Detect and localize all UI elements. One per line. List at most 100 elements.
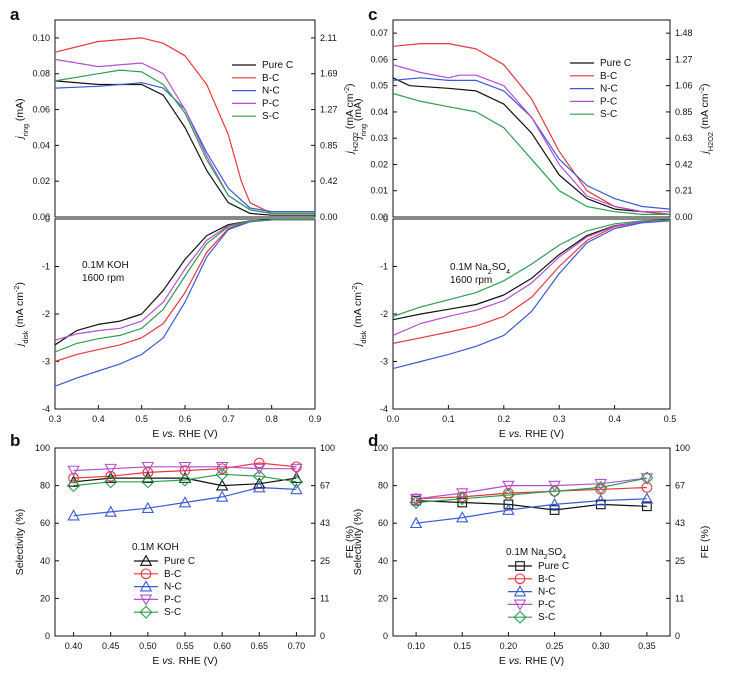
right-ytick-label-a_top: 2.11 (320, 33, 337, 43)
series-line-pure-c (393, 219, 670, 321)
xtick-label-b: 0.65 (251, 641, 269, 651)
data-point-b-c (595, 484, 607, 495)
data-point-pure-c (141, 471, 155, 483)
condition-annotation: 0.1M Na2SO4 (450, 262, 510, 276)
ytick-label-a_bottom: -1 (42, 262, 50, 272)
x-axis-label-d: E vs. RHE (V) (499, 655, 564, 667)
legend-entry: P-C (262, 98, 279, 109)
right-ytick-label-a_top: 0.42 (320, 176, 338, 186)
right-ytick-label-d: 25 (675, 556, 685, 566)
right-ytick-label-a_top: 0.00 (320, 212, 338, 222)
data-point-b-c (179, 465, 191, 476)
ytick-label-a_top: 0.00 (32, 212, 50, 222)
xtick-label-b: 0.40 (65, 641, 83, 651)
data-point-b-c (68, 472, 79, 484)
plot-frame-b (54, 447, 316, 637)
chart-d: 0 20 40 60 80 100 0 11 25 43 67 100 0.10 0.15 0.20 0.25… (352, 443, 711, 667)
panel-label-c: c (368, 5, 377, 24)
data-point-p-c (141, 461, 155, 474)
chart-c_top: 0.00 0.01 0.02 0.03 0.04 0.05 0.06 0.07 0.00 0.21… (352, 19, 715, 222)
ytick-label-c_bottom: 0 (383, 214, 388, 224)
right-ytick-label-c_top: 0.21 (675, 186, 693, 196)
plots-layer: 0.000.020.040.060.080.100.000.420.851.27… (12, 19, 715, 667)
series-line-pure-c (416, 500, 647, 511)
data-point-pure-c (290, 471, 303, 483)
ytick-label-d: 60 (378, 518, 388, 528)
xtick-label-b: 0.45 (102, 641, 120, 651)
ytick-label-c_bottom: -1 (380, 262, 388, 272)
xtick-label-b: 0.60 (213, 641, 231, 651)
ytick-label-a_top: 0.04 (32, 140, 50, 150)
ytick-label-d: 80 (378, 481, 388, 491)
legend-marker-n-c (139, 580, 153, 592)
ytick-label-c_top: 0.01 (370, 186, 388, 196)
data-point-n-c (67, 509, 80, 521)
data-point-s-c (252, 469, 266, 483)
xtick-label-c_bottom: 0.2 (498, 414, 511, 424)
data-point-pure-c (642, 501, 652, 512)
ytick-label-a_bottom: -4 (42, 404, 50, 414)
legend-marker-p-c (139, 594, 153, 606)
xtick-label-a_bottom: 0.7 (222, 414, 235, 424)
series-line-b-c (393, 219, 670, 344)
right-axis-label-d: FE (%) (699, 526, 711, 559)
data-point-p-c (290, 463, 303, 476)
xtick-label-a_bottom: 0.6 (179, 414, 192, 424)
legend-entry: Pure C (262, 60, 293, 71)
series-line-n-c (416, 498, 647, 524)
y-axis-label-c_top: jring (mA) (352, 98, 368, 140)
series-line-s-c (73, 473, 297, 487)
series-line-n-c (393, 220, 670, 370)
ytick-label-c_bottom: -4 (380, 404, 388, 414)
data-point-pure-c (549, 505, 560, 515)
plot-frame-c_bottom (392, 218, 671, 410)
xtick-label-a_bottom: 0.3 (49, 414, 62, 424)
series-group-c_top (393, 43, 670, 215)
ytick-label-c_top: 0.00 (370, 212, 388, 222)
xtick-label-c_bottom: 0.3 (553, 414, 566, 424)
data-point-n-c (178, 496, 192, 508)
right-ytick-label-d: 43 (675, 518, 685, 528)
data-point-p-c (215, 461, 229, 474)
plot-frame-d (392, 447, 671, 637)
data-point-n-c (409, 516, 423, 529)
xtick-label-c_bottom: 0.4 (608, 414, 621, 424)
series-line-b-c (393, 43, 670, 215)
xtick-label-d: 0.25 (546, 641, 564, 651)
series-group-d (416, 477, 648, 524)
legend-marker-s-c (513, 610, 527, 624)
y-axis-label-a_top: jring (mA) (14, 98, 30, 140)
legend-entry: S-C (600, 109, 617, 120)
ytick-label-d: 100 (373, 443, 388, 453)
series-group-a_top (55, 37, 315, 216)
xtick-label-d: 0.10 (407, 641, 425, 651)
series-line-n-c (55, 219, 315, 387)
data-point-pure-c (67, 475, 80, 487)
series-line-s-c (416, 477, 648, 504)
y-axis-label-a_bottom: jdisk (mA cm-2) (12, 282, 30, 348)
data-point-b-c (456, 491, 468, 503)
series-line-s-c (55, 69, 315, 214)
xtick-label-a_bottom: 0.9 (309, 414, 322, 424)
ytick-label-d: 40 (378, 556, 388, 566)
right-ytick-label-a_top: 0.85 (320, 140, 338, 150)
legend-entry: N-C (538, 587, 556, 598)
legend-entry: P-C (538, 599, 555, 610)
legend-entry: S-C (538, 612, 555, 623)
right-ytick-label-b: 43 (320, 518, 330, 528)
data-point-pure-c (104, 471, 117, 483)
legend-entry: S-C (164, 607, 181, 618)
data-point-s-c (66, 479, 81, 493)
ytick-label-b: 80 (40, 481, 50, 491)
right-ytick-label-b: 100 (320, 443, 335, 453)
series-line-b-c (416, 486, 647, 500)
right-ytick-label-d: 0 (675, 631, 680, 641)
series-line-p-c (393, 219, 670, 336)
right-ytick-label-c_top: 0.85 (675, 107, 693, 117)
ytick-label-b: 40 (40, 556, 50, 566)
ytick-label-c_top: 0.06 (370, 54, 388, 64)
ytick-label-c_bottom: -3 (380, 357, 388, 367)
ytick-label-b: 20 (40, 593, 50, 603)
right-ytick-label-b: 25 (320, 556, 330, 566)
